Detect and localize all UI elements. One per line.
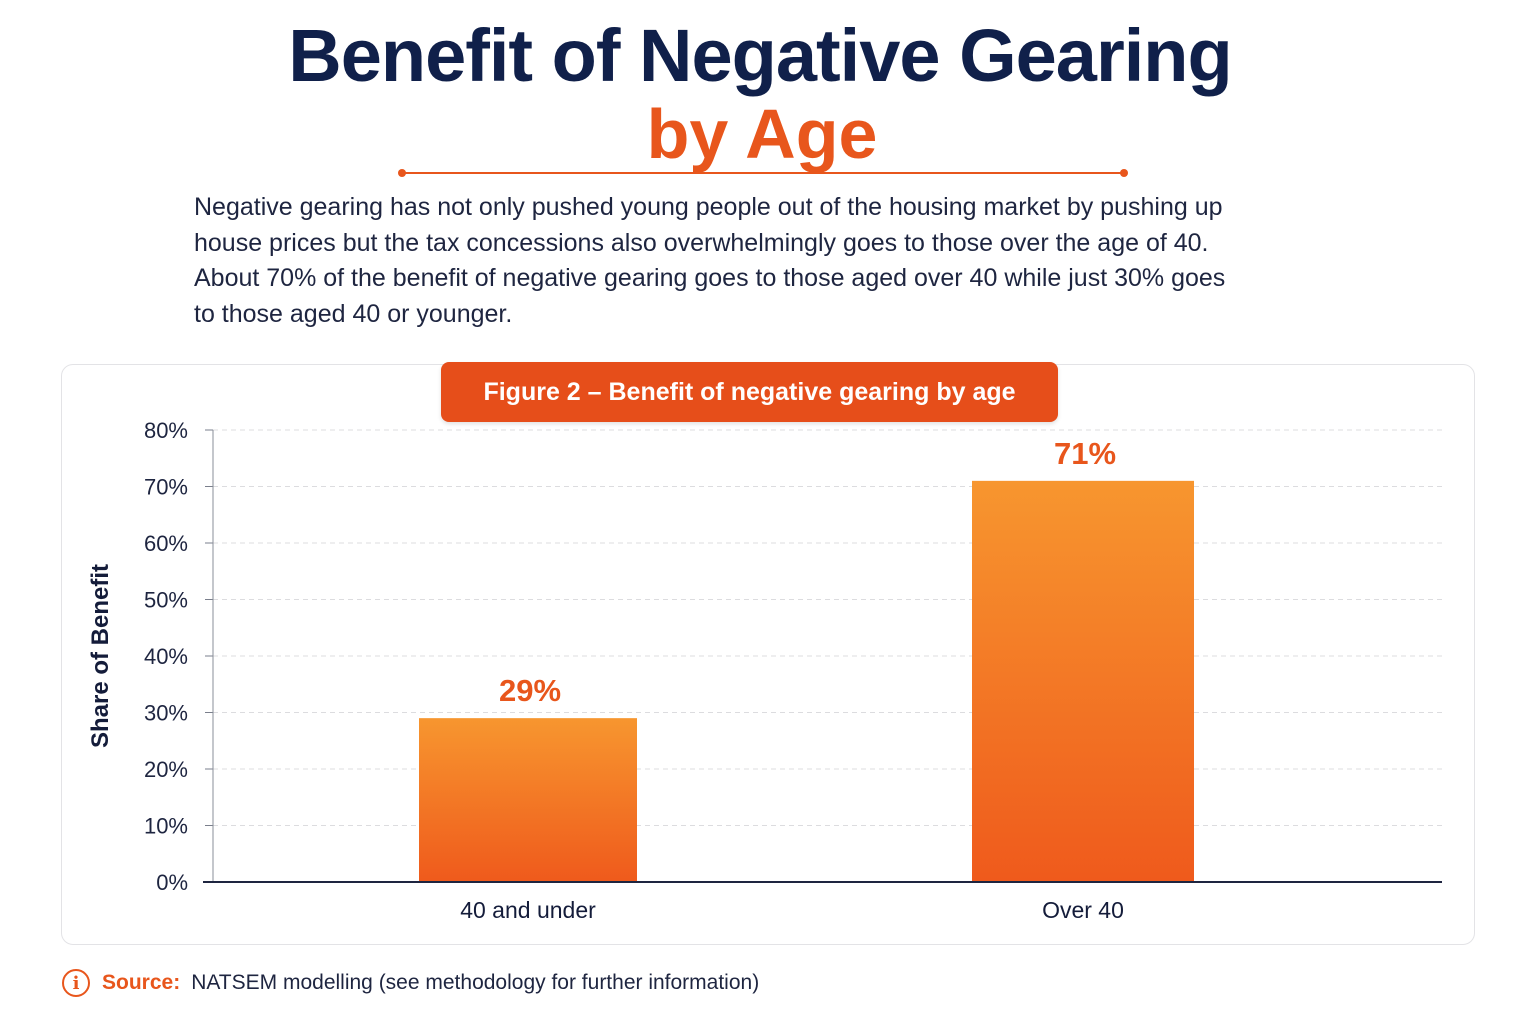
divider-dot-right [1120, 169, 1128, 177]
y-tick-label: 60% [144, 531, 188, 556]
y-tick-label: 50% [144, 588, 188, 613]
source-text: NATSEM modelling (see methodology for fu… [191, 971, 760, 994]
y-tick-label: 40% [144, 644, 188, 669]
y-tick-label: 70% [144, 475, 188, 500]
title-divider [398, 169, 1128, 177]
y-tick-label: 30% [144, 701, 188, 726]
info-icon: i [62, 969, 90, 997]
intro-paragraph: Negative gearing has not only pushed you… [194, 193, 1226, 328]
y-tick-label: 10% [144, 814, 188, 839]
y-axis-title: Share of Benefit [87, 564, 114, 748]
chart-card [61, 364, 1475, 945]
bar [972, 480, 1194, 882]
source-note: i Source: NATSEM modelling (see methodol… [62, 966, 759, 1000]
data-label: 29% [499, 673, 561, 708]
y-tick-label: 20% [144, 757, 188, 782]
divider-dot-left [398, 169, 406, 177]
x-tick-label: Over 40 [1042, 897, 1124, 923]
source-label: Source: [102, 971, 181, 994]
data-label: 71% [1054, 436, 1116, 471]
bar [419, 718, 637, 882]
figure-title-badge: Figure 2 – Benefit of negative gearing b… [441, 362, 1058, 422]
x-tick-label: 40 and under [460, 897, 596, 923]
page-title-highlight: by Age [646, 95, 878, 173]
y-tick-label: 80% [144, 418, 188, 443]
page-title: Benefit of Negative Gearing [288, 14, 1232, 97]
y-tick-label: 0% [156, 870, 188, 895]
